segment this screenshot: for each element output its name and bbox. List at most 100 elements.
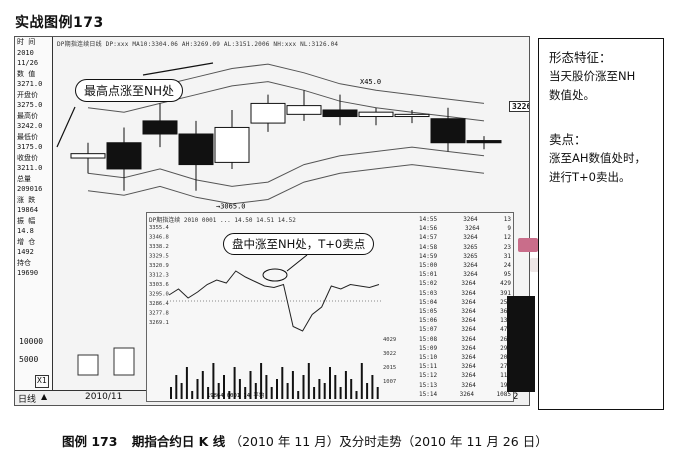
- tick-cell: 14:58: [419, 243, 438, 251]
- intraday-inset: DP期指连续 2010 0001 ... 14.50 14.51 14.52 3…: [146, 212, 514, 402]
- tick-cell: 3264: [461, 363, 476, 371]
- quote-info-item: 3271.0: [17, 80, 43, 88]
- price-axis-label: 3355.4: [149, 225, 170, 231]
- candle-body: [358, 111, 394, 118]
- tick-cell: 3264: [464, 225, 480, 233]
- candle-body: [70, 153, 106, 159]
- price-axis-label: 3303.6: [149, 282, 169, 288]
- tick-cell: 15:11: [419, 363, 438, 371]
- tick-cell: 14:56: [419, 225, 438, 233]
- tick-cell: 196: [500, 381, 511, 389]
- tick-cell: 15:13: [419, 381, 438, 389]
- tick-row: 15:04 3264 258: [419, 298, 513, 307]
- tick-row: 15:08 3264 266: [419, 335, 513, 344]
- quote-info-column: 时 间 2010 11/26 数 值 3271.0 开盘价 3275.0 最高价 3242.0 最…: [15, 37, 53, 405]
- candle-body: [286, 105, 322, 115]
- tick-cell: 3264: [461, 280, 476, 288]
- candle-body: [142, 120, 178, 135]
- quote-info-item: 11/26: [17, 59, 39, 67]
- quote-info-item: 3211.0: [17, 164, 43, 172]
- price-axis-label: 3277.8: [149, 311, 169, 317]
- quote-info-item: 最低价: [17, 132, 38, 141]
- tick-cell: 13: [503, 216, 511, 223]
- quote-info-item: 209016: [17, 185, 43, 193]
- tick-cell: 429: [500, 280, 511, 288]
- tick-cell: 368: [500, 308, 511, 316]
- tick-list: 14:55 3264 13 14:56 3264 9 14:57 3264 12 14:58 326…: [419, 215, 513, 399]
- price-axis-label: 3269.1: [149, 320, 169, 326]
- callout-pointer: [286, 254, 308, 272]
- tick-row: 14:55 3264 13: [419, 215, 513, 224]
- quote-info-item: 收盘价: [17, 153, 38, 162]
- tick-cell: 3264: [463, 262, 478, 270]
- candle-body: [250, 102, 286, 124]
- al-line: [87, 146, 485, 187]
- tick-cell: 15:01: [419, 271, 438, 279]
- inset-header: DP期指连续 2010 0001 ... 14.50 14.51 14.52: [149, 217, 296, 224]
- intraday-chart: 3355.4 3346.8 3338.2 3329.5 3320.9 3312.3 3303…: [149, 225, 396, 399]
- quote-info-item: 持仓: [17, 258, 31, 267]
- price-axis-label: 3320.9: [149, 263, 169, 269]
- volume-axis-label: 2015: [383, 365, 396, 371]
- tick-cell: 15:00: [419, 262, 438, 270]
- tick-cell: 15:10: [419, 354, 438, 362]
- tick-cell: 14:59: [419, 252, 438, 260]
- ah-line: [87, 81, 485, 122]
- intraday-callout: 盘中涨至NH处，T+0卖点: [223, 233, 375, 255]
- volume-scale-label: 10000: [19, 337, 44, 346]
- tick-row: 15:13 3264 196: [419, 381, 513, 390]
- tick-cell: 15:06: [419, 317, 438, 325]
- candle-body: [466, 140, 502, 144]
- level-label: →3065.0: [216, 202, 246, 210]
- tick-cell: 95: [503, 271, 511, 279]
- tick-row: 15:06 3264 135: [419, 316, 513, 325]
- tick-cell: 15:08: [419, 335, 438, 343]
- tick-cell: 205: [500, 354, 511, 362]
- tick-cell: 3264: [459, 390, 475, 398]
- callout-pointer: [142, 62, 214, 76]
- price-axis-label: 3338.2: [149, 244, 169, 250]
- volume-scale-label: 5000: [19, 355, 39, 364]
- tick-cell: 258: [500, 298, 511, 306]
- tick-cell: 3264: [461, 289, 476, 297]
- volume-axis-label: 1007: [383, 379, 396, 385]
- quote-info-item: 3275.0: [17, 101, 43, 109]
- volume-bar: [77, 354, 99, 376]
- tick-cell: 3264: [463, 271, 478, 279]
- tick-row: 15:10 3264 205: [419, 353, 513, 362]
- tick-row: 15:03 3264 391: [419, 289, 513, 298]
- tick-cell: 3264: [461, 344, 476, 352]
- quote-info-item: 涨 跌: [17, 195, 36, 204]
- tick-cell: 3264: [463, 234, 478, 242]
- tick-cell: 3264: [461, 372, 476, 380]
- x1-button[interactable]: X1: [35, 375, 49, 388]
- tick-cell: 15:14: [419, 390, 438, 398]
- quote-info-item: 振 幅: [17, 216, 36, 225]
- quote-info-item: 总量: [17, 174, 31, 183]
- volume-bar: [113, 347, 135, 376]
- quote-info-item: 19864: [17, 206, 39, 214]
- high-point-callout: 最高点涨至NH处: [75, 79, 184, 102]
- tick-cell: 14:55: [419, 216, 438, 223]
- tick-cell: 3264: [461, 354, 476, 362]
- price-axis-label: 3286.4: [149, 301, 170, 307]
- period-label[interactable]: 日线: [18, 395, 37, 405]
- tick-row: 15:02 3264 429: [419, 279, 513, 288]
- callout-pointer: [56, 106, 76, 148]
- period-arrow-icon[interactable]: ▲: [41, 392, 48, 401]
- tick-cell: 3264: [461, 381, 476, 389]
- candle-body: [214, 126, 250, 163]
- volume-axis-label: 4029: [383, 337, 396, 343]
- candle-body: [430, 118, 466, 144]
- tick-row: 15:05 3264 368: [419, 307, 513, 316]
- tick-cell: 3264: [461, 317, 476, 325]
- tick-row: 14:57 3264 12: [419, 233, 513, 242]
- tick-cell: 3264: [461, 326, 476, 334]
- date-label: 2010/11: [85, 392, 123, 402]
- sell-heading: 卖点：: [549, 132, 587, 147]
- quote-info-item: 时 间: [17, 38, 36, 46]
- annotation-box: 形态特征： 当天股价涨至NH 数值处。 卖点： 涨至AH数值处时， 进行T+0卖…: [538, 38, 664, 410]
- tick-cell: 3264: [461, 335, 476, 343]
- nl-line: [87, 164, 485, 205]
- tick-cell: 3265: [463, 252, 478, 260]
